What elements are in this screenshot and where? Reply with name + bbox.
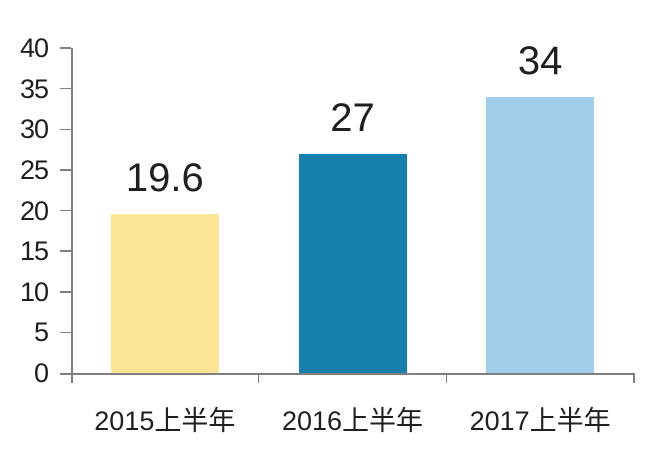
y-tick-5 bbox=[60, 331, 71, 334]
y-tick-label-5: 5 bbox=[33, 317, 49, 348]
y-axis-line bbox=[71, 48, 73, 383]
bar-2016上半年 bbox=[298, 153, 407, 373]
x-boundary-tick-1 bbox=[257, 373, 260, 383]
bar-2015上半年 bbox=[110, 213, 219, 373]
y-tick-30 bbox=[60, 128, 71, 130]
y-tick-label-0: 0 bbox=[33, 358, 49, 388]
y-tick-label-40: 40 bbox=[19, 33, 49, 63]
y-tick-label-25: 25 bbox=[19, 154, 49, 185]
y-tick-10 bbox=[60, 291, 71, 293]
y-tick-35 bbox=[60, 87, 71, 90]
x-label-2016上半年: 2016上半年 bbox=[281, 406, 424, 436]
y-tick-25 bbox=[60, 169, 71, 171]
y-tick-40 bbox=[60, 47, 71, 49]
x-label-2017上半年: 2017上半年 bbox=[469, 406, 611, 436]
y-tick-15 bbox=[60, 250, 71, 252]
y-tick-20 bbox=[60, 209, 71, 212]
y-tick-label-10: 10 bbox=[19, 276, 49, 307]
data-label-2015上半年: 19.6 bbox=[125, 155, 204, 200]
data-label-2017上半年: 34 bbox=[517, 38, 563, 83]
x-label-2015上半年: 2015上半年 bbox=[94, 406, 236, 436]
data-label-2016上半年: 27 bbox=[330, 95, 375, 140]
y-tick-label-35: 35 bbox=[19, 73, 49, 104]
x-boundary-tick-3 bbox=[633, 373, 635, 383]
y-tick-label-30: 30 bbox=[19, 114, 49, 145]
y-tick-label-15: 15 bbox=[19, 236, 49, 267]
x-axis-line bbox=[60, 373, 634, 375]
x-boundary-tick-2 bbox=[445, 373, 448, 383]
y-tick-label-20: 20 bbox=[19, 195, 49, 226]
bar-2017上半年 bbox=[486, 96, 595, 373]
